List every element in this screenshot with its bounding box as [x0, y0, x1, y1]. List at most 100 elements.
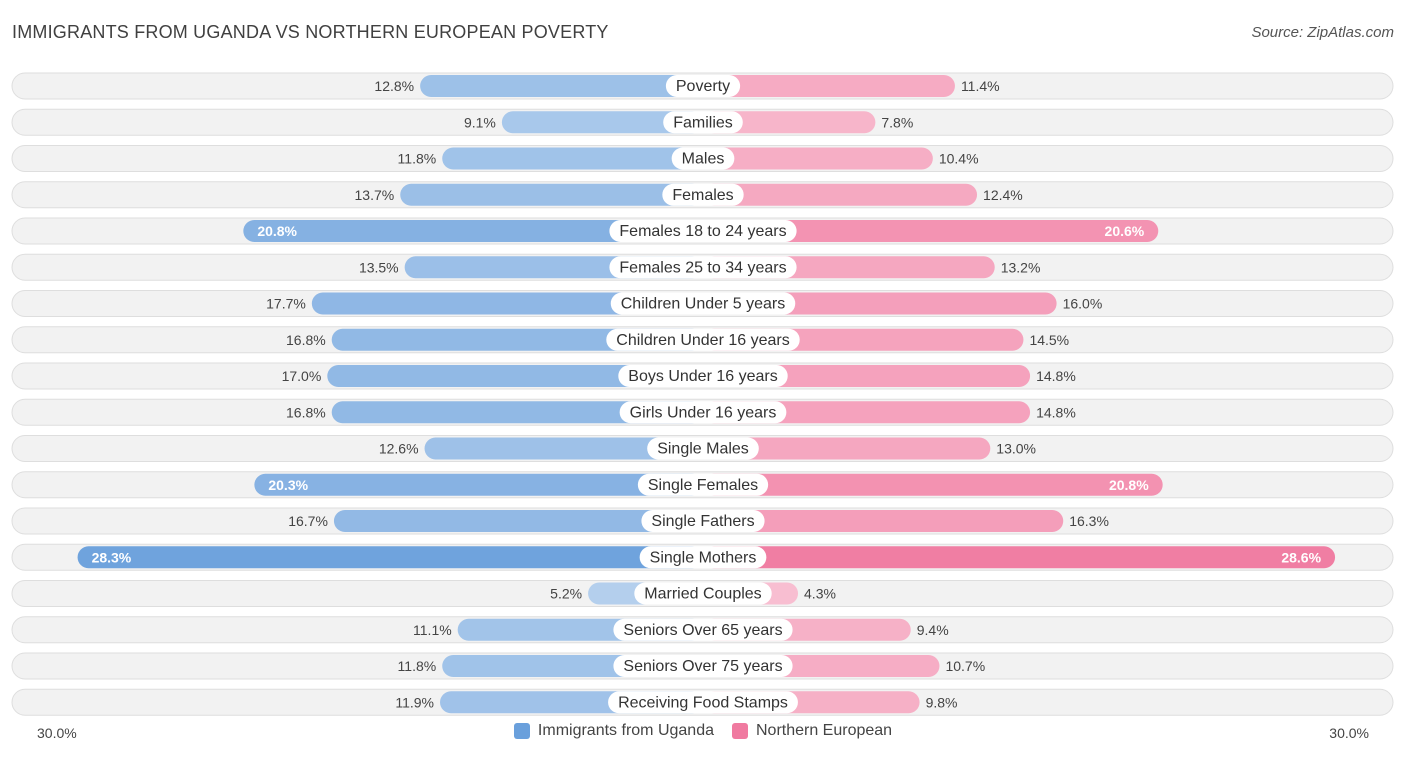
chart-row: 9.1% 7.8% Families [11, 108, 1394, 136]
value-label-uganda: 11.9% [395, 694, 434, 710]
chart-row: 17.0% 14.8% Boys Under 16 years [11, 362, 1394, 390]
category-pill [608, 691, 798, 714]
bar-northern-european[interactable] [703, 147, 933, 170]
category-label: Single Males [657, 441, 749, 458]
bar-uganda[interactable] [442, 147, 703, 170]
bar-northern-european[interactable] [703, 510, 1064, 532]
bar-northern-european[interactable] [703, 546, 1336, 569]
axis-label-right: 30.0% [1329, 725, 1369, 741]
category-pill [665, 75, 741, 97]
chart-row: 11.8% 10.4% Males [11, 145, 1394, 172]
bar-uganda[interactable] [501, 111, 703, 134]
category-pill [618, 365, 788, 387]
value-label-northern-european: 11.4% [961, 78, 1000, 94]
category-pill [647, 437, 759, 460]
value-label-uganda: 11.1% [413, 622, 452, 638]
legend: Immigrants from Uganda Northern European [0, 722, 1406, 740]
chart-row: 11.1% 9.4% Seniors Over 65 years [11, 616, 1394, 644]
legend-label-uganda: Immigrants from Uganda [537, 722, 714, 739]
category-label: Females 25 to 34 years [619, 259, 786, 276]
bar-uganda[interactable] [400, 183, 703, 206]
category-pill [662, 183, 744, 206]
value-label-uganda: 20.8% [257, 223, 297, 239]
value-label-northern-european: 9.8% [926, 694, 958, 710]
category-pill [613, 655, 793, 677]
category-pill [619, 401, 787, 424]
category-label: Seniors Over 65 years [623, 622, 782, 639]
chart-row: 12.6% 13.0% Single Males [11, 435, 1394, 462]
bar-uganda[interactable] [424, 437, 703, 460]
category-pill [641, 510, 765, 532]
bar-northern-european[interactable] [703, 473, 1163, 496]
category-label: Females [672, 187, 733, 204]
bar-northern-european[interactable] [703, 220, 1159, 242]
value-label-uganda: 17.0% [282, 368, 322, 384]
value-label-northern-european: 4.3% [804, 586, 836, 602]
value-label-uganda: 11.8% [398, 658, 437, 674]
chart-row: 20.3% 20.8% Single Females [11, 471, 1394, 499]
category-label: Females 18 to 24 years [619, 223, 786, 240]
category-label: Children Under 16 years [616, 332, 789, 349]
bar-uganda[interactable] [311, 292, 703, 315]
bar-uganda[interactable] [254, 473, 703, 496]
chart-row: 12.8% 11.4% Poverty [11, 72, 1394, 100]
value-label-northern-european: 20.6% [1105, 223, 1145, 239]
value-label-uganda: 16.8% [286, 332, 326, 348]
value-label-northern-european: 16.0% [1063, 296, 1103, 312]
category-pill [671, 147, 735, 170]
category-label: Married Couples [644, 586, 761, 603]
value-label-northern-european: 16.3% [1069, 513, 1109, 529]
category-pill [609, 256, 797, 279]
category-label: Single Mothers [650, 549, 757, 566]
bar-uganda[interactable] [77, 546, 703, 569]
legend-swatch-northern-european [731, 723, 748, 739]
bar-uganda[interactable] [243, 220, 703, 242]
category-pill [609, 220, 797, 242]
value-label-northern-european: 12.4% [983, 187, 1023, 203]
category-label: Males [682, 151, 725, 168]
chart-row: 28.3% 28.6% Single Mothers [11, 543, 1394, 571]
value-label-northern-european: 9.4% [917, 622, 949, 638]
value-label-uganda: 16.8% [286, 404, 326, 420]
value-label-uganda: 13.5% [359, 259, 399, 275]
value-label-northern-european: 10.4% [939, 151, 979, 167]
bar-northern-european[interactable] [703, 111, 876, 134]
bar-northern-european[interactable] [703, 437, 991, 460]
value-label-uganda: 20.3% [268, 477, 308, 493]
value-label-northern-european: 20.8% [1109, 477, 1149, 493]
bar-uganda[interactable] [327, 365, 703, 387]
category-label: Children Under 5 years [621, 296, 786, 313]
category-label: Girls Under 16 years [630, 404, 777, 421]
bar-northern-european[interactable] [703, 75, 955, 97]
chart-row: 13.7% 12.4% Females [11, 181, 1394, 209]
legend-item-northern-european[interactable]: Northern European [731, 722, 893, 740]
chart-row: 16.8% 14.8% Girls Under 16 years [11, 398, 1394, 426]
chart: 12.8% 11.4% Poverty 9.1% 7.8% Families 11.8% 10… [11, 72, 1394, 716]
category-label: Poverty [676, 78, 730, 95]
legend-item-uganda[interactable]: Immigrants from Uganda [513, 722, 714, 740]
axis-label-left: 30.0% [37, 725, 77, 741]
category-label: Boys Under 16 years [628, 368, 777, 385]
value-label-uganda: 13.7% [355, 187, 395, 203]
chart-row: 16.7% 16.3% Single Fathers [11, 507, 1394, 535]
value-label-northern-european: 14.8% [1036, 368, 1076, 384]
legend-label-northern-european: Northern European [755, 722, 893, 739]
bar-uganda[interactable] [331, 401, 703, 424]
value-label-northern-european: 14.5% [1029, 332, 1069, 348]
category-pill [663, 111, 743, 134]
value-label-northern-european: 13.2% [1001, 259, 1041, 275]
category-label: Seniors Over 75 years [623, 658, 782, 675]
value-label-uganda: 17.7% [266, 296, 306, 312]
value-label-uganda: 28.3% [92, 549, 132, 565]
chart-row: 11.8% 10.7% Seniors Over 75 years [11, 652, 1394, 680]
category-label: Single Females [648, 477, 758, 494]
category-pill [610, 292, 796, 315]
chart-row: 17.7% 16.0% Children Under 5 years [11, 290, 1394, 317]
value-label-uganda: 16.7% [288, 513, 328, 529]
bar-uganda[interactable] [333, 510, 703, 532]
bar-uganda[interactable] [420, 75, 703, 97]
bar-northern-european[interactable] [703, 183, 978, 206]
value-label-uganda: 9.1% [464, 114, 496, 130]
value-label-northern-european: 10.7% [945, 658, 985, 674]
value-label-uganda: 11.8% [398, 151, 437, 167]
